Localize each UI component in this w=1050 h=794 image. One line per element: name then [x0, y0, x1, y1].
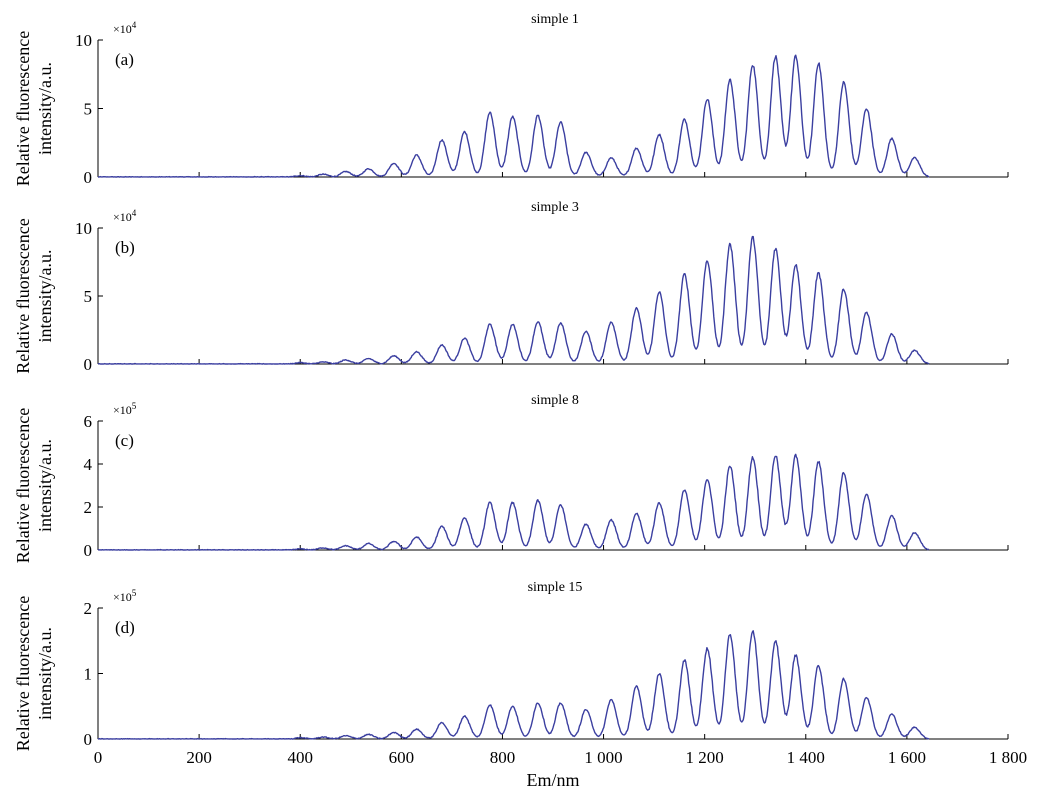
x-tick-label: 1 400: [787, 748, 825, 767]
x-tick-label: 200: [186, 748, 212, 767]
y-axis-label: intensity/a.u.: [35, 439, 55, 532]
y-axis-label: Relative fluorescence: [13, 408, 33, 563]
spectrum-line: [97, 235, 930, 365]
y-axis-label: Relative fluorescence: [13, 218, 33, 373]
y-axis-label: intensity/a.u.: [35, 62, 55, 155]
spectrum-line: [97, 630, 930, 740]
y-tick-label: 5: [84, 100, 93, 119]
panel-title: simple 8: [531, 393, 579, 408]
x-axis-label: Em/nm: [527, 770, 580, 790]
y-axis-label: intensity/a.u.: [35, 250, 55, 343]
y-tick-label: 1: [84, 665, 93, 684]
y-axis-label: Relative fluorescence: [13, 596, 33, 751]
spectrum-line: [97, 453, 930, 551]
x-tick-label: 1 800: [989, 748, 1027, 767]
spectrum-line: [97, 54, 930, 178]
y-axis-label: intensity/a.u.: [35, 627, 55, 720]
panel-label: (b): [115, 238, 135, 257]
y-tick-label: 4: [84, 455, 93, 474]
y-tick-label: 2: [84, 498, 93, 517]
x-tick-label: 400: [287, 748, 313, 767]
y-tick-label: 0: [84, 730, 93, 749]
panel-title: simple 15: [528, 580, 583, 595]
panel-title: simple 1: [531, 12, 579, 27]
y-multiplier: ×104: [113, 208, 137, 224]
y-tick-label: 0: [84, 355, 93, 374]
y-tick-label: 0: [84, 168, 93, 187]
panel-label: (c): [115, 431, 134, 450]
y-multiplier: ×105: [113, 588, 137, 604]
y-tick-label: 5: [84, 287, 93, 306]
y-tick-label: 2: [84, 599, 93, 618]
x-tick-label: 0: [94, 748, 103, 767]
y-tick-label: 10: [75, 31, 92, 50]
panel-c: 0 2 4 6 ×105 (c) simple 8 Relative fluorescence…: [13, 393, 1009, 563]
panel-label: (d): [115, 618, 135, 637]
y-tick-label: 0: [84, 541, 93, 560]
y-tick-label: 10: [75, 219, 92, 238]
x-tick-label: 800: [490, 748, 516, 767]
y-multiplier: ×104: [113, 20, 137, 36]
x-tick-label: 600: [389, 748, 415, 767]
x-tick-label: 1 000: [584, 748, 622, 767]
panel-b: 0 5 10 ×104 (b) simple 3 Relative fluorescence…: [13, 200, 1009, 374]
y-multiplier: ×105: [113, 401, 137, 417]
panel-a: 0 5 10 ×104 (a) simple 1 Relative fluorescence…: [13, 12, 1009, 187]
x-axis-tick-labels: 0 200 400 600 800 1 000 1 200 1 400 1 600 1 800: [94, 748, 1027, 767]
y-tick-label: 6: [84, 412, 93, 431]
panel-title: simple 3: [531, 200, 579, 215]
panel-d: 0 1 2 ×105 (d) simple 15 Relative fluorescence…: [13, 580, 1009, 751]
y-axis-label: Relative fluorescence: [13, 31, 33, 186]
x-tick-label: 1 200: [686, 748, 724, 767]
panel-label: (a): [115, 50, 134, 69]
x-tick-label: 1 600: [888, 748, 926, 767]
